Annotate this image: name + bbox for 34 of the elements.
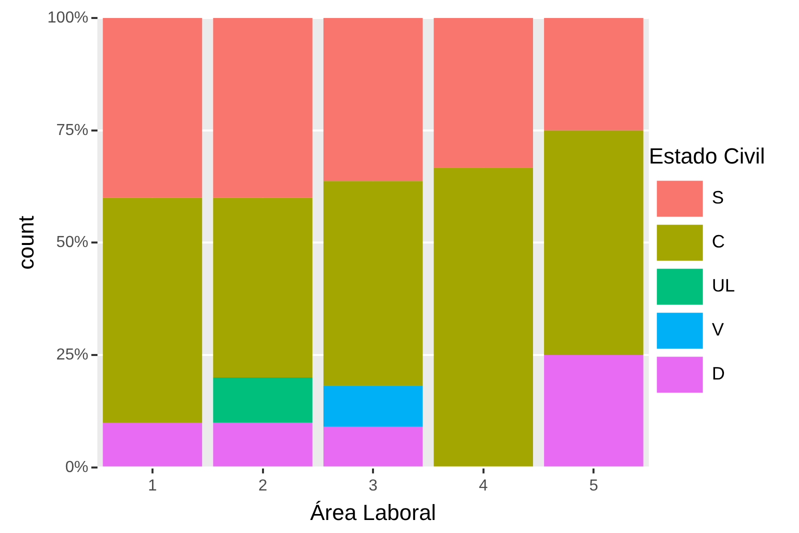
x-axis-title: Área Laboral — [310, 500, 436, 525]
y-tick-label: 50% — [56, 234, 88, 252]
bar — [323, 181, 423, 386]
bar — [213, 198, 312, 378]
x-tick-label: 3 — [368, 477, 378, 494]
bar — [434, 168, 534, 466]
bar — [323, 426, 423, 466]
y-tick-label: 0% — [65, 458, 88, 476]
bar — [102, 198, 202, 422]
legend-label: V — [712, 320, 724, 340]
legend-label: D — [712, 364, 725, 384]
x-tick-label: 2 — [258, 477, 268, 494]
bar — [102, 422, 202, 466]
y-tick-label: 75% — [56, 122, 88, 139]
y-tick-label: 25% — [56, 346, 88, 364]
legend-label: S — [712, 188, 724, 208]
bar — [544, 18, 644, 130]
x-tick-label: 5 — [589, 477, 598, 494]
y-axis-title: count — [13, 216, 38, 270]
x-tick-label: 1 — [148, 477, 158, 494]
legend-label: C — [712, 232, 725, 252]
bar — [544, 130, 644, 356]
bar — [544, 355, 644, 466]
y-tick-label: 100% — [47, 9, 88, 26]
bar — [323, 18, 423, 182]
legend-label: UL — [712, 276, 735, 296]
bar — [434, 18, 534, 168]
bar — [213, 378, 312, 422]
x-tick-label: 4 — [478, 477, 488, 494]
legend-title: Estado Civil — [648, 143, 765, 168]
bar — [213, 422, 312, 466]
bar — [102, 18, 202, 198]
bar — [213, 18, 312, 198]
bar — [323, 386, 423, 427]
